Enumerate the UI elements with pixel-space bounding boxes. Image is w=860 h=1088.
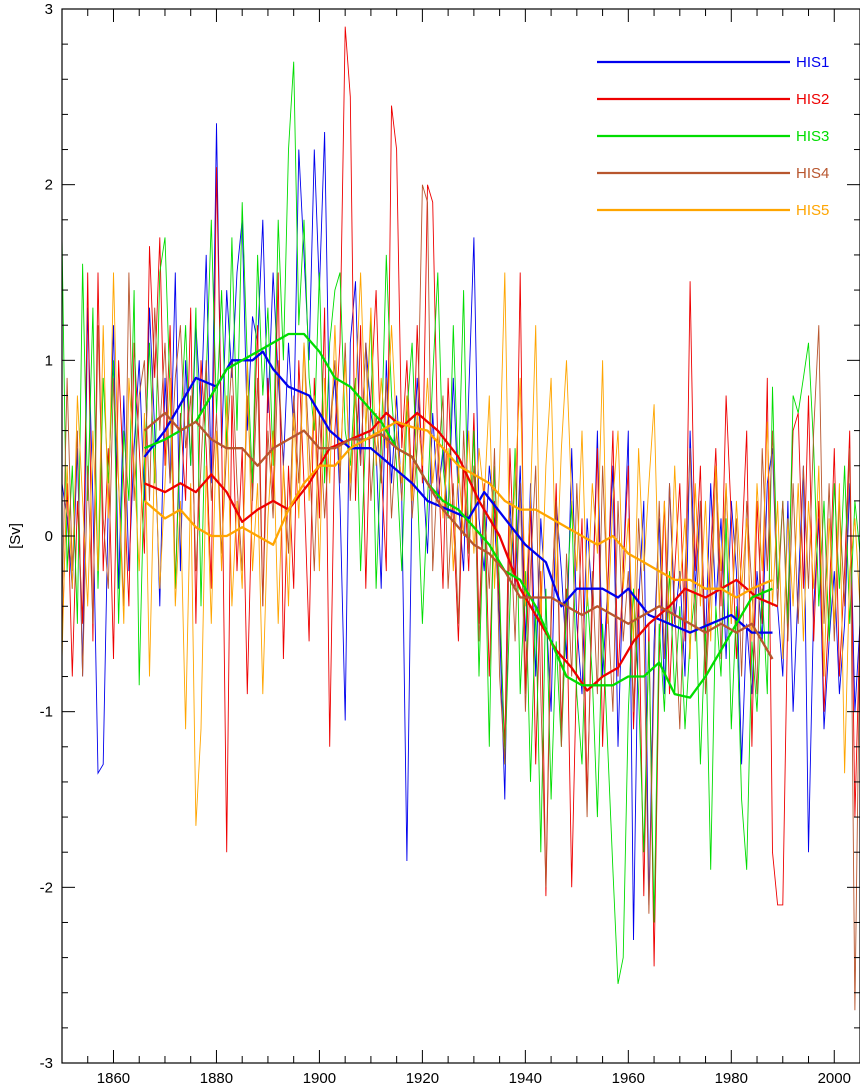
y-tick-label: 3	[45, 1, 53, 18]
legend-label-his3: HIS3	[796, 128, 829, 145]
y-axis-title: [Sv]	[7, 523, 24, 549]
x-tick-label: 1900	[303, 1070, 336, 1087]
x-tick-label: 1920	[406, 1070, 439, 1087]
raw-series-layer	[61, 26, 860, 1011]
legend: HIS1 HIS2 HIS3 HIS4 HIS5	[597, 54, 829, 219]
axes-layer: 1860 1880 1900 1920 1940 1960 1980 2000 -3 -2 -1 0 1…	[40, 1, 860, 1087]
legend-label-his2: HIS2	[796, 91, 829, 108]
series-his4-raw-line	[61, 184, 860, 1011]
x-tick-label: 1880	[200, 1070, 233, 1087]
x-tick-label: 1860	[97, 1070, 130, 1087]
y-tick-label: 2	[45, 177, 53, 194]
legend-label-his1: HIS1	[796, 54, 829, 71]
x-tick-label: 1980	[715, 1070, 748, 1087]
y-tick-label: -2	[40, 879, 53, 896]
x-tick-label: 1960	[612, 1070, 645, 1087]
series-his5-smoothed-line	[143, 420, 773, 599]
smoothed-series-layer	[143, 332, 779, 699]
series-his3-raw-line	[61, 61, 860, 984]
x-tick-label: 2000	[818, 1070, 851, 1087]
y-tick-label: 1	[45, 352, 53, 369]
legend-label-his4: HIS4	[796, 165, 829, 182]
series-his2-smoothed-line	[143, 411, 779, 692]
y-tick-label: -1	[40, 704, 53, 721]
x-tick-label: 1940	[509, 1070, 542, 1087]
legend-label-his5: HIS5	[796, 202, 829, 219]
series-his5-raw-line	[61, 272, 860, 826]
y-tick-label: -3	[40, 1055, 53, 1072]
series-his4-smoothed-line	[143, 411, 774, 660]
y-tick-label: 0	[45, 528, 53, 545]
series-his2-raw-line	[61, 26, 860, 967]
series-his3-smoothed-line	[143, 332, 773, 699]
